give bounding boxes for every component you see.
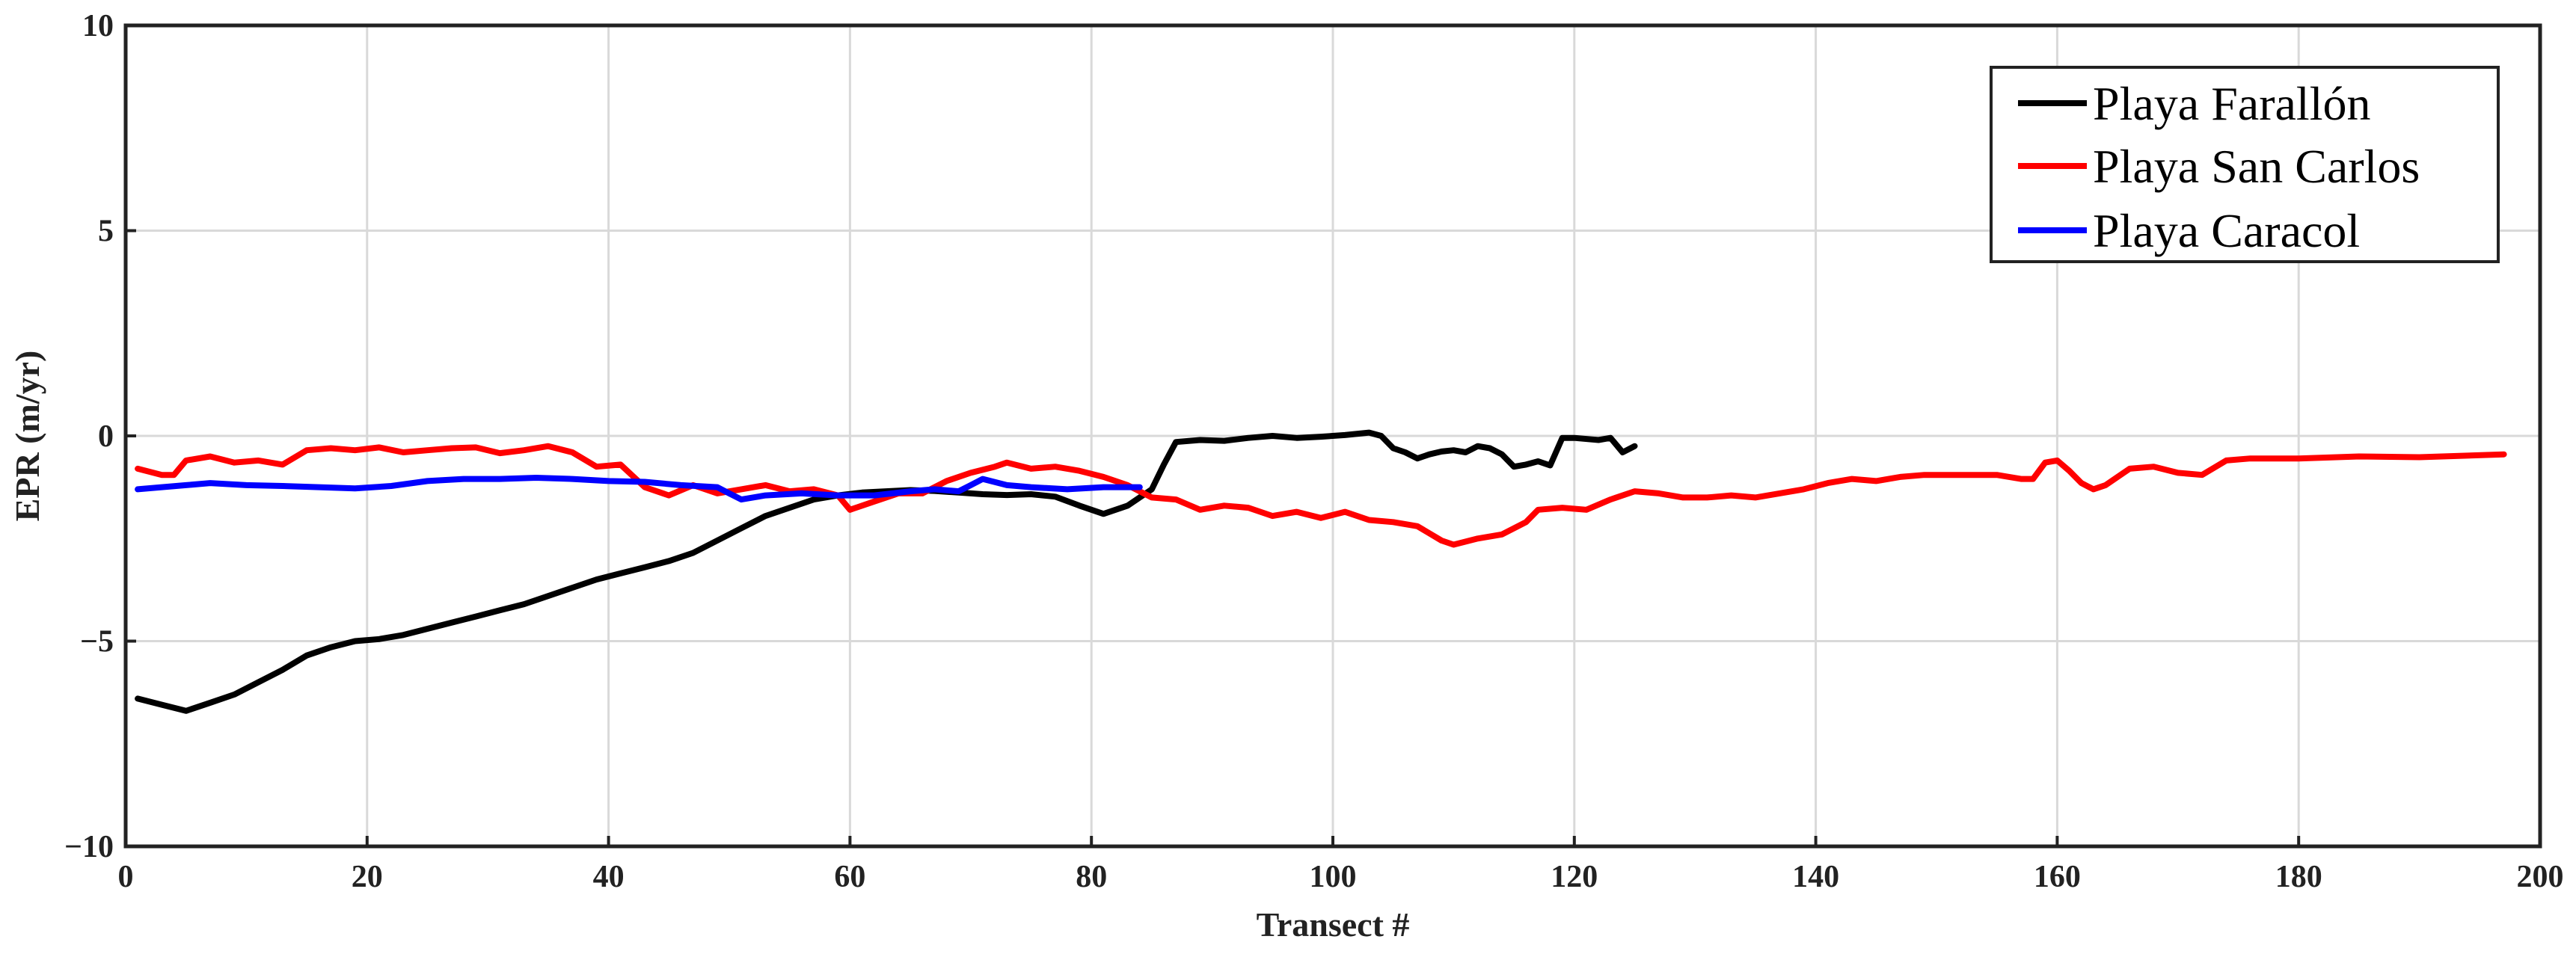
legend-label-farallon: Playa Farallón [2093,77,2370,130]
x-tick-label: 0 [118,860,134,894]
x-tick-label: 80 [1076,860,1107,894]
y-tick-label: 0 [98,419,114,454]
x-tick-label: 200 [2517,860,2564,894]
x-tick-labels: 0 20 40 60 80 100 120 140 160 180 200 [118,860,2564,894]
x-tick-label: 40 [593,860,625,894]
y-tick-label: 10 [82,9,114,43]
series-line-playa-farallon [135,429,1638,714]
x-tick-label: 120 [1551,860,1598,894]
y-tick-label: −5 [80,625,114,659]
x-tick-label: 20 [352,860,383,894]
y-tick-label: −10 [64,830,114,864]
legend: Playa Farallón Playa San Carlos Playa Ca… [1990,66,2500,263]
x-tick-label: 160 [2034,860,2081,894]
series-line-playa-caracol [135,475,1143,503]
series-line-playa-san-carlos [135,443,2507,548]
x-tick-label: 140 [1792,860,1839,894]
series-lines [135,429,2507,714]
x-tick-label: 180 [2275,860,2322,894]
x-tick-label: 100 [1310,860,1357,894]
y-tick-labels: 10 5 0 −5 −10 [64,9,114,864]
x-tick-label: 60 [834,860,865,894]
legend-label-caracol: Playa Caracol [2093,204,2360,257]
axis-ticks [124,24,2542,848]
y-tick-label: 5 [98,215,114,249]
y-axis-title: EPR (m/yr) [8,351,46,522]
legend-label-san-carlos: Playa San Carlos [2093,140,2420,193]
x-axis-title: Transect # [1257,905,1410,944]
